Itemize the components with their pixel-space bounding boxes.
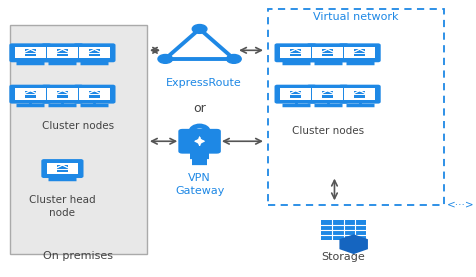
FancyBboxPatch shape — [178, 129, 220, 154]
Text: Storage: Storage — [321, 252, 365, 261]
Text: Cluster head
node: Cluster head node — [29, 195, 96, 218]
FancyBboxPatch shape — [15, 88, 46, 100]
Bar — [89, 91, 100, 98]
FancyBboxPatch shape — [338, 44, 379, 61]
FancyBboxPatch shape — [312, 47, 342, 58]
Bar — [57, 165, 68, 172]
FancyBboxPatch shape — [79, 47, 109, 58]
Text: ExpressRoute: ExpressRoute — [166, 78, 241, 88]
Bar — [89, 49, 100, 56]
FancyBboxPatch shape — [42, 160, 82, 177]
Text: <···>: <···> — [446, 200, 473, 210]
Bar — [320, 220, 366, 240]
Text: VPN
Gateway: VPN Gateway — [175, 173, 224, 196]
FancyBboxPatch shape — [42, 86, 82, 103]
Bar — [321, 49, 333, 56]
FancyBboxPatch shape — [307, 44, 347, 61]
FancyBboxPatch shape — [10, 25, 147, 254]
Circle shape — [192, 25, 207, 33]
Bar — [25, 49, 36, 56]
FancyBboxPatch shape — [307, 86, 347, 103]
Text: Cluster nodes: Cluster nodes — [42, 120, 114, 130]
Text: or: or — [193, 102, 206, 115]
FancyBboxPatch shape — [74, 86, 114, 103]
FancyBboxPatch shape — [312, 88, 342, 100]
Bar — [289, 91, 301, 98]
Bar — [353, 49, 365, 56]
FancyBboxPatch shape — [47, 47, 78, 58]
FancyBboxPatch shape — [74, 44, 114, 61]
Circle shape — [226, 55, 241, 63]
Bar — [289, 49, 301, 56]
Bar — [321, 91, 333, 98]
FancyBboxPatch shape — [338, 86, 379, 103]
Bar — [353, 91, 365, 98]
Circle shape — [158, 55, 172, 63]
Polygon shape — [339, 234, 367, 254]
Text: On premises: On premises — [43, 251, 113, 261]
FancyBboxPatch shape — [47, 163, 78, 174]
FancyBboxPatch shape — [15, 47, 46, 58]
FancyBboxPatch shape — [344, 47, 374, 58]
FancyBboxPatch shape — [280, 47, 310, 58]
FancyBboxPatch shape — [47, 88, 78, 100]
Text: Virtual network: Virtual network — [313, 12, 398, 22]
FancyBboxPatch shape — [275, 44, 315, 61]
FancyBboxPatch shape — [10, 44, 50, 61]
Text: Cluster nodes: Cluster nodes — [291, 126, 363, 136]
Bar — [57, 49, 68, 56]
FancyBboxPatch shape — [42, 44, 82, 61]
FancyBboxPatch shape — [79, 88, 109, 100]
Bar — [25, 91, 36, 98]
FancyBboxPatch shape — [10, 86, 50, 103]
FancyBboxPatch shape — [344, 88, 374, 100]
Bar — [57, 91, 68, 98]
FancyBboxPatch shape — [275, 86, 315, 103]
FancyBboxPatch shape — [280, 88, 310, 100]
